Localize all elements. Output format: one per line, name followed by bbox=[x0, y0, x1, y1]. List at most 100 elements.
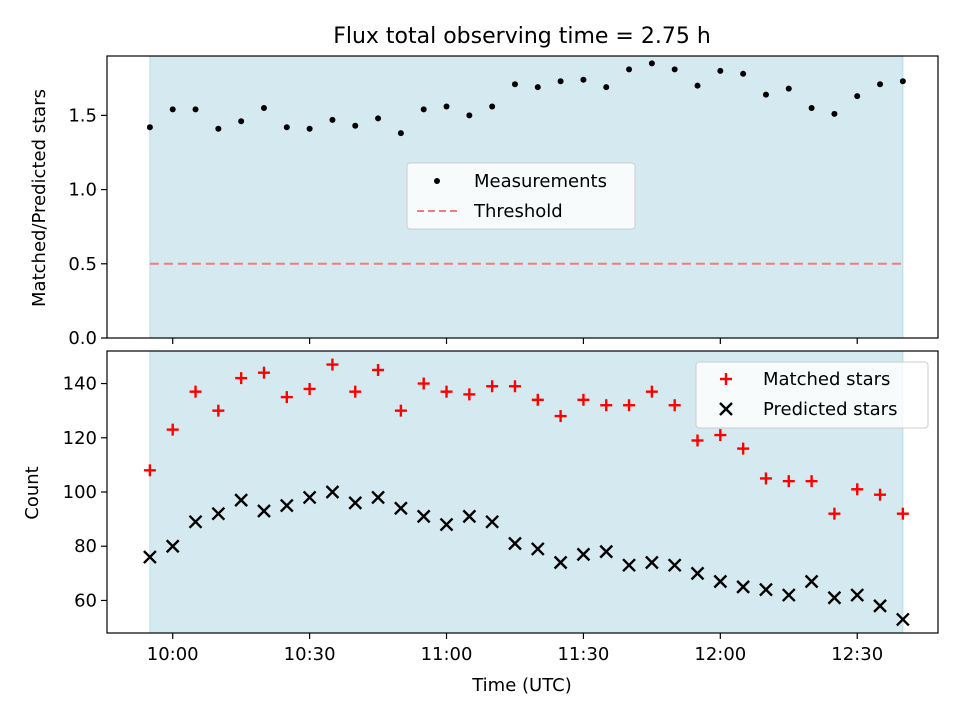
legend-measurements-marker bbox=[434, 178, 440, 184]
predicted-stars-point bbox=[234, 493, 249, 507]
matched-stars-point bbox=[372, 363, 385, 376]
predicted-stars-point bbox=[599, 544, 614, 559]
measurement-point bbox=[854, 93, 861, 100]
measurement-point bbox=[626, 66, 633, 73]
matched-stars-point bbox=[896, 507, 909, 520]
ratio-y-axis-label: Matched/Predicted stars bbox=[29, 89, 50, 307]
chart-title: Flux total observing time = 2.75 h bbox=[333, 24, 711, 49]
time-x-axis: 10:00 10:30 11:00 11:30 12:00 12:30 bbox=[147, 633, 883, 665]
matched-stars-point bbox=[326, 358, 339, 371]
measurement-point bbox=[420, 106, 427, 113]
matched-stars-point bbox=[759, 472, 772, 485]
legend-predicted-marker bbox=[719, 402, 733, 416]
measurement-point bbox=[169, 106, 176, 113]
matched-stars-point bbox=[280, 391, 293, 404]
legend-box bbox=[695, 361, 929, 429]
matched-stars-point bbox=[166, 423, 179, 436]
measurement-point bbox=[534, 84, 541, 91]
predicted-stars-point bbox=[302, 490, 317, 505]
legend-matched-label: Matched stars bbox=[763, 369, 890, 390]
y-tick-label: 60 bbox=[74, 590, 97, 611]
measurement-point bbox=[283, 124, 290, 131]
x-tick-label: 10:30 bbox=[284, 644, 336, 665]
legend-predicted-label: Predicted stars bbox=[763, 399, 897, 420]
measurement-point bbox=[648, 60, 655, 67]
y-tick-label: 1.5 bbox=[68, 105, 97, 126]
matched-stars-point bbox=[645, 385, 658, 398]
predicted-stars-point bbox=[622, 558, 636, 573]
predicted-stars-point bbox=[143, 550, 157, 564]
y-tick-label: 0.5 bbox=[68, 254, 97, 275]
matched-stars-point bbox=[782, 475, 795, 488]
matched-stars-point bbox=[463, 388, 476, 401]
predicted-stars-point bbox=[416, 509, 431, 524]
measurement-point bbox=[260, 104, 267, 111]
y-tick-label: 1.0 bbox=[68, 180, 97, 201]
legend-measurements-label: Measurements bbox=[474, 171, 607, 192]
measurement-point bbox=[489, 103, 496, 110]
predicted-stars-point bbox=[257, 504, 271, 518]
predicted-stars-point bbox=[781, 588, 796, 602]
matched-stars-point bbox=[805, 475, 818, 488]
measurement-point bbox=[557, 78, 564, 85]
measurement-point bbox=[397, 130, 404, 137]
matched-stars-point bbox=[577, 393, 590, 406]
measurement-point bbox=[831, 110, 838, 117]
ratio-legend: Measurements Threshold bbox=[406, 162, 636, 230]
predicted-stars-point bbox=[439, 517, 454, 532]
legend-threshold-label: Threshold bbox=[473, 201, 563, 222]
predicted-stars-point bbox=[462, 509, 477, 524]
y-tick-label: 120 bbox=[63, 428, 97, 449]
x-tick-label: 12:00 bbox=[694, 644, 746, 665]
predicted-stars-point bbox=[873, 599, 887, 613]
matched-stars-point bbox=[303, 382, 316, 395]
predicted-stars-point bbox=[804, 574, 819, 589]
predicted-stars-point bbox=[485, 514, 500, 529]
predicted-stars-point bbox=[530, 542, 545, 556]
x-tick-label: 11:00 bbox=[421, 644, 473, 665]
measurement-point bbox=[306, 125, 313, 132]
legend-matched-marker bbox=[720, 373, 732, 385]
ratio-panel-frame bbox=[106, 55, 939, 339]
count-marks bbox=[143, 358, 910, 627]
matched-stars-point bbox=[189, 385, 202, 398]
predicted-stars-point bbox=[165, 539, 180, 554]
measurement-point bbox=[899, 78, 906, 85]
ratio-panel: 0.0 0.5 1.0 1.5 Matched/Predicted stars Mea… bbox=[29, 55, 939, 349]
matched-stars-point bbox=[600, 399, 613, 412]
predicted-stars-point bbox=[713, 574, 728, 589]
matched-stars-point bbox=[668, 399, 681, 412]
predicted-stars-point bbox=[348, 495, 363, 510]
predicted-stars-point bbox=[736, 580, 750, 594]
predicted-stars-point bbox=[325, 485, 340, 499]
matched-stars-point bbox=[828, 507, 841, 520]
x-axis-label: Time (UTC) bbox=[471, 675, 572, 696]
predicted-stars-point bbox=[553, 555, 568, 570]
count-legend: Matched stars Predicted stars bbox=[695, 361, 929, 429]
measurement-point bbox=[192, 106, 199, 113]
predicted-stars-point bbox=[850, 588, 865, 602]
matched-stars-point bbox=[486, 380, 499, 393]
predicted-stars-point bbox=[188, 514, 203, 529]
measurement-point bbox=[785, 85, 792, 92]
ratio-marks bbox=[146, 60, 906, 265]
y-tick-label: 100 bbox=[63, 482, 97, 503]
predicted-stars-point bbox=[371, 490, 385, 505]
matched-stars-point bbox=[394, 404, 407, 417]
matched-stars-point bbox=[349, 385, 362, 398]
measurement-point bbox=[443, 103, 450, 110]
measurement-point bbox=[762, 91, 769, 98]
measurement-point bbox=[215, 125, 222, 132]
matched-stars-point bbox=[235, 372, 248, 385]
predicted-stars-point bbox=[759, 582, 773, 597]
matched-stars-point bbox=[508, 380, 521, 393]
matched-stars-point bbox=[143, 464, 156, 477]
measurement-point bbox=[603, 84, 610, 91]
measurement-point bbox=[808, 104, 815, 111]
measurement-point bbox=[671, 66, 678, 73]
predicted-stars-point bbox=[394, 501, 408, 516]
ratio-x-ticks bbox=[172, 338, 858, 344]
measurement-point bbox=[694, 82, 701, 89]
measurement-point bbox=[877, 81, 884, 88]
